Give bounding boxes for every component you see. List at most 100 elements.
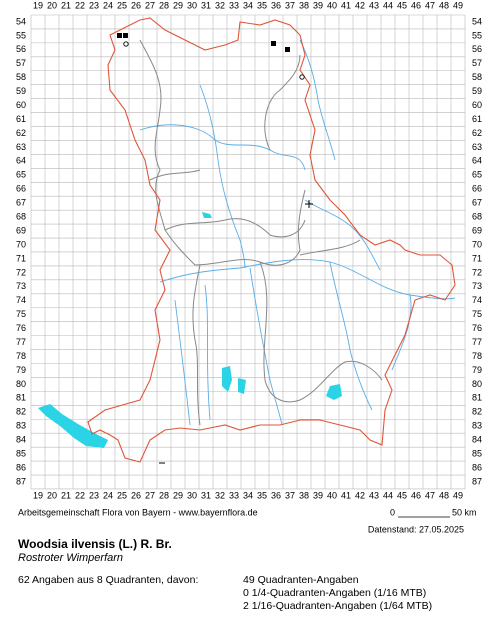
row-label: 82 <box>472 407 482 417</box>
column-label: 29 <box>173 0 183 10</box>
row-label: 59 <box>472 86 482 96</box>
row-label: 77 <box>472 337 482 347</box>
column-label: 40 <box>327 490 337 500</box>
column-label: 48 <box>439 490 449 500</box>
column-label: 37 <box>285 490 295 500</box>
column-label: 24 <box>103 490 113 500</box>
row-label: 71 <box>472 253 482 263</box>
column-label: 25 <box>117 490 127 500</box>
column-label: 36 <box>271 0 281 10</box>
row-label: 57 <box>16 58 26 68</box>
stats-detail: 2 1/16-Quadranten-Angaben (1/64 MTB) <box>243 600 432 612</box>
row-label: 64 <box>472 156 482 166</box>
column-label: 25 <box>117 0 127 10</box>
row-label: 81 <box>16 393 26 403</box>
column-label: 20 <box>47 490 57 500</box>
occurrence-plus <box>305 200 313 208</box>
row-label: 54 <box>472 16 482 26</box>
row-label: 55 <box>16 30 26 40</box>
column-label: 35 <box>257 490 267 500</box>
row-label: 65 <box>472 170 482 180</box>
row-label: 87 <box>16 476 26 486</box>
column-label: 31 <box>201 0 211 10</box>
column-label: 35 <box>257 0 267 10</box>
column-label: 22 <box>75 0 85 10</box>
column-label: 28 <box>159 490 169 500</box>
common-name: Rostroter Wimperfarn <box>18 552 123 564</box>
row-label: 66 <box>16 184 26 194</box>
row-label: 58 <box>16 72 26 82</box>
rivers <box>139 39 456 426</box>
row-label: 78 <box>472 351 482 361</box>
column-label: 45 <box>397 490 407 500</box>
row-label: 76 <box>16 323 26 333</box>
column-label: 34 <box>243 490 253 500</box>
row-label: 54 <box>16 16 26 26</box>
column-label: 46 <box>411 0 421 10</box>
row-label: 77 <box>16 337 26 347</box>
column-label: 28 <box>159 0 169 10</box>
scale-start: 0 <box>390 507 395 517</box>
row-label: 59 <box>16 86 26 96</box>
column-label: 32 <box>215 490 225 500</box>
occurrence-circle <box>299 74 305 80</box>
scientific-name: Woodsia ilvensis (L.) R. Br. <box>18 537 172 551</box>
column-label: 32 <box>215 0 225 10</box>
column-label: 34 <box>243 0 253 10</box>
row-label: 83 <box>472 421 482 431</box>
row-label: 85 <box>472 448 482 458</box>
stats-detail: 0 1/4-Quadranten-Angaben (1/16 MTB) <box>243 587 426 599</box>
row-label: 67 <box>16 198 26 208</box>
row-label: 79 <box>472 365 482 375</box>
column-label: 33 <box>229 0 239 10</box>
row-label: 67 <box>472 198 482 208</box>
row-label: 56 <box>472 44 482 54</box>
row-label: 73 <box>472 281 482 291</box>
row-label: 66 <box>472 184 482 194</box>
row-label: 60 <box>16 100 26 110</box>
column-label: 20 <box>47 0 57 10</box>
row-label: 69 <box>16 225 26 235</box>
row-label: 78 <box>16 351 26 361</box>
column-label: 41 <box>341 0 351 10</box>
column-label: 23 <box>89 490 99 500</box>
row-label: 72 <box>472 267 482 277</box>
column-label: 22 <box>75 490 85 500</box>
row-label: 80 <box>16 379 26 389</box>
row-label: 70 <box>472 239 482 249</box>
row-label: 57 <box>472 58 482 68</box>
column-label: 21 <box>61 490 71 500</box>
column-label: 26 <box>131 490 141 500</box>
column-label: 19 <box>33 490 43 500</box>
column-label: 43 <box>369 0 379 10</box>
column-label: 21 <box>61 0 71 10</box>
row-label: 61 <box>16 114 26 124</box>
row-label: 61 <box>472 114 482 124</box>
row-label: 74 <box>472 295 482 305</box>
column-label: 49 <box>453 490 463 500</box>
column-label: 45 <box>397 0 407 10</box>
column-label: 37 <box>285 0 295 10</box>
row-label: 63 <box>16 142 26 152</box>
row-label: 80 <box>472 379 482 389</box>
row-label: 84 <box>472 435 482 445</box>
date: Datenstand: 27.05.2025 <box>368 524 464 534</box>
row-label: 86 <box>472 462 482 472</box>
row-label: 58 <box>472 72 482 82</box>
column-label: 46 <box>411 490 421 500</box>
grid-labels: 19 19 20 20 21 21 22 22 23 23 24 24 25 25 26 26 27 27 28 28… <box>16 0 482 500</box>
column-label: 47 <box>425 0 435 10</box>
state-border <box>87 17 456 463</box>
column-label: 27 <box>145 0 155 10</box>
occurrence-square <box>285 47 290 52</box>
row-label: 64 <box>16 156 26 166</box>
row-label: 62 <box>16 128 26 138</box>
row-label: 68 <box>472 212 482 222</box>
row-label: 75 <box>16 309 26 319</box>
column-label: 33 <box>229 490 239 500</box>
row-label: 74 <box>16 295 26 305</box>
column-label: 30 <box>187 490 197 500</box>
occurrence-circle <box>123 41 129 47</box>
row-label: 85 <box>16 448 26 458</box>
row-label: 69 <box>472 225 482 235</box>
